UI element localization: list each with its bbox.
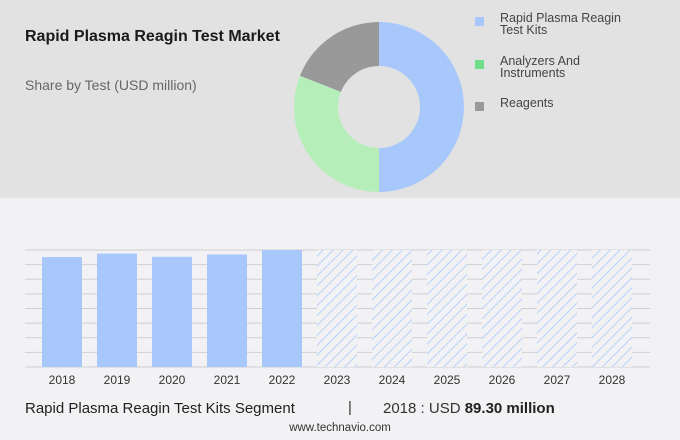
top-panel: Rapid Plasma Reagin Test Market Share by… — [0, 0, 680, 198]
donut-slice — [379, 22, 464, 192]
forecast-bar-2028 — [592, 250, 632, 367]
forecast-bar-2024 — [372, 250, 412, 367]
x-tick-label: 2018 — [49, 373, 76, 386]
x-tick-label: 2023 — [324, 373, 351, 386]
forecast-bar-2027 — [537, 250, 577, 367]
x-tick-label: 2024 — [379, 373, 406, 386]
legend-swatch-icon — [475, 102, 484, 111]
forecast-bar-2025 — [427, 250, 467, 367]
forecast-bar-2023 — [317, 250, 357, 367]
legend-swatch-icon — [475, 17, 484, 26]
x-tick-label: 2025 — [434, 373, 461, 386]
bar-2021 — [207, 254, 247, 367]
bar-chart: 2018 2019 2020 2021 2022 2023 2024 2025 2026 2027… — [25, 249, 650, 386]
bar-2022 — [262, 250, 302, 367]
segment-label: Rapid Plasma Reagin Test Kits Segment — [25, 400, 295, 417]
bar-2019 — [97, 253, 137, 367]
source-url: www.technavio.com — [289, 422, 391, 434]
bar-2020 — [152, 256, 192, 367]
footer-separator: | — [348, 399, 352, 416]
x-tick-label: 2019 — [104, 373, 131, 386]
x-tick-label: 2021 — [214, 373, 241, 386]
chart-title: Rapid Plasma Reagin Test Market — [25, 28, 280, 45]
bar-2018 — [42, 257, 82, 367]
x-tick-label: 2020 — [159, 373, 186, 386]
donut-slice — [294, 75, 379, 192]
donut-slice — [299, 22, 379, 92]
x-tick-label: 2026 — [489, 373, 516, 386]
chart-subtitle: Share by Test (USD million) — [25, 77, 197, 93]
x-tick-label: 2027 — [544, 373, 571, 386]
legend-swatch-icon — [475, 60, 484, 69]
forecast-bar-2026 — [482, 250, 522, 367]
segment-value: 2018 : USD 89.30 million — [383, 400, 555, 417]
x-tick-label: 2028 — [599, 373, 626, 386]
x-tick-label: 2022 — [269, 373, 296, 386]
donut-chart — [294, 22, 464, 192]
